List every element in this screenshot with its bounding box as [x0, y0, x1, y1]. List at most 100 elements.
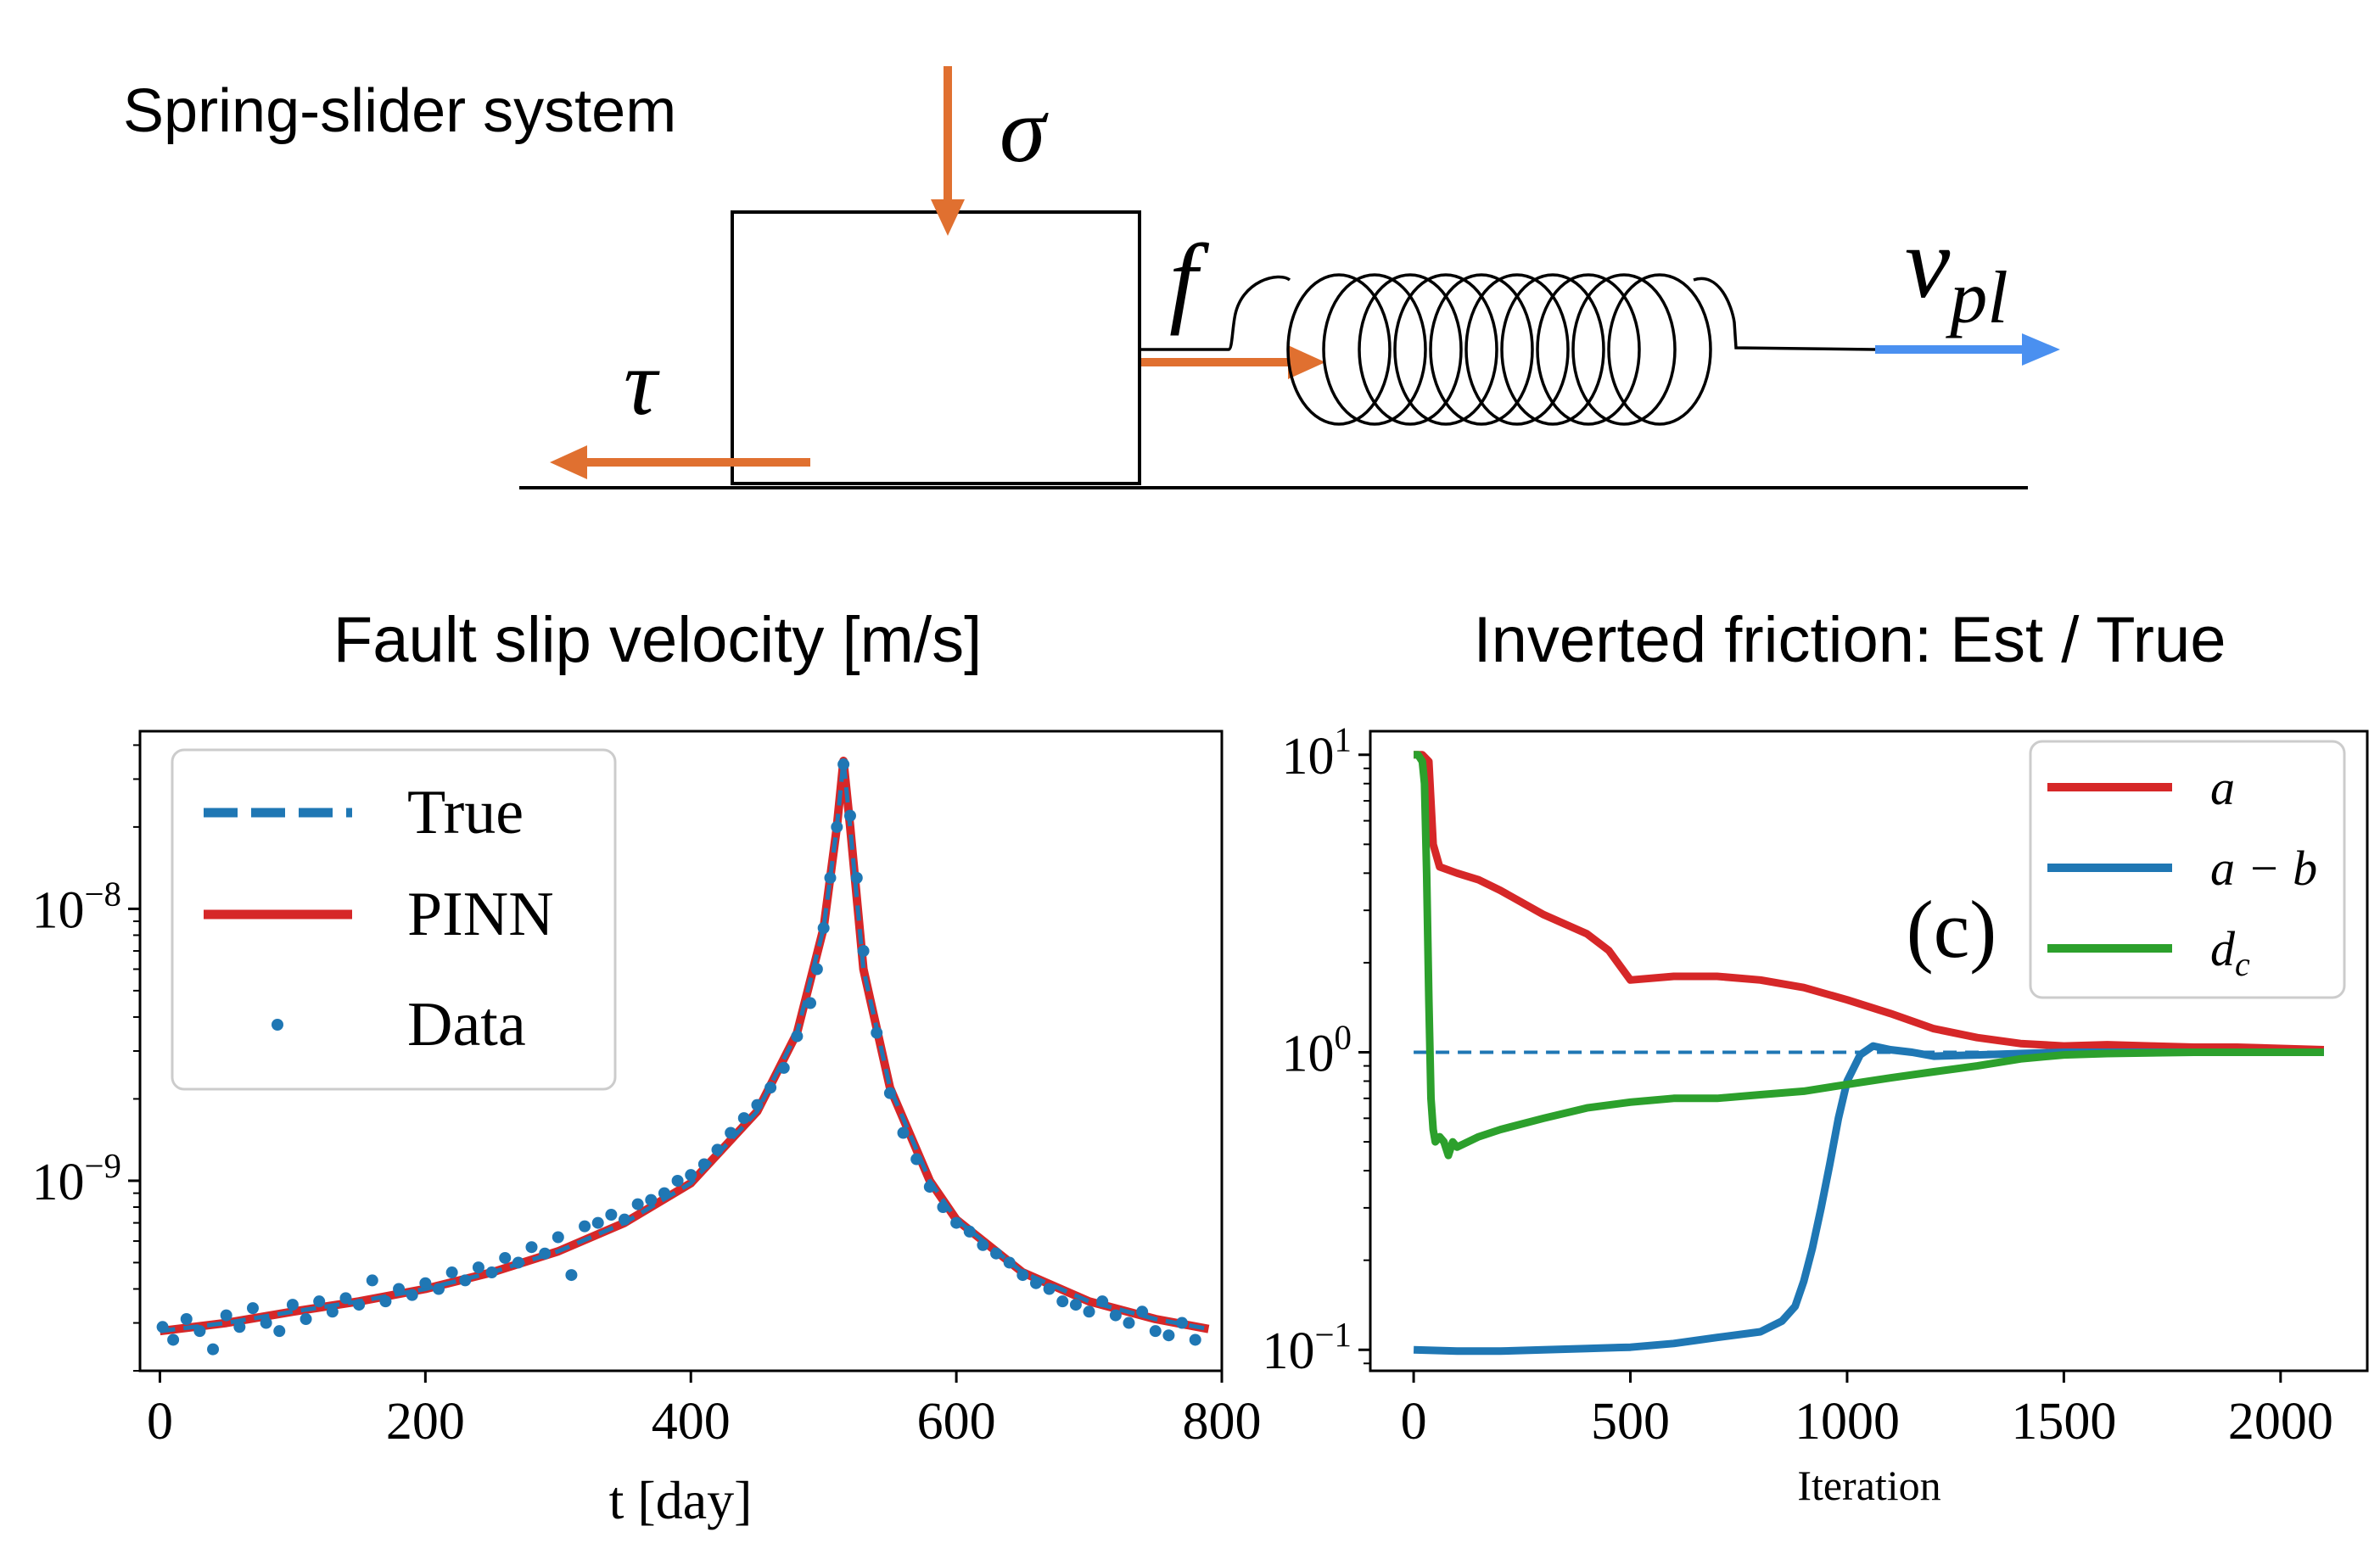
spring [1141, 273, 1876, 426]
legend-pinn-label: PINN [407, 880, 554, 949]
data-point [591, 1216, 604, 1229]
data-point [737, 1112, 750, 1125]
data-point [1096, 1295, 1109, 1308]
data-point [1003, 1256, 1016, 1269]
f-arrow [1141, 345, 1325, 379]
data-point [883, 1087, 896, 1099]
x-tick-label: 600 [917, 1393, 996, 1451]
data-point [777, 1061, 790, 1074]
chart1-legend: True PINN Data [171, 748, 617, 1091]
data-point [725, 1127, 737, 1139]
data-point [326, 1305, 339, 1318]
data-point [857, 945, 870, 958]
data-point [193, 1325, 206, 1338]
spring-loop [1571, 273, 1677, 426]
x-tick-label: 1500 [2011, 1393, 2116, 1451]
y-tick-label: 10−8 [31, 875, 121, 939]
data-point [167, 1333, 180, 1346]
spring-loop [1286, 273, 1392, 426]
data-point [871, 1026, 883, 1039]
chart2-title: Inverted friction: Est / True [1473, 604, 2226, 676]
data-point [645, 1194, 658, 1206]
data-point [246, 1302, 259, 1315]
data-point [512, 1256, 524, 1269]
data-point [1069, 1299, 1082, 1311]
x-tick-label: 0 [1401, 1393, 1427, 1451]
data-point [824, 871, 837, 884]
data-point [353, 1299, 366, 1311]
data-point [923, 1181, 936, 1194]
data-point [552, 1231, 564, 1244]
data-point [472, 1261, 484, 1274]
legend-dc-label: dc [2210, 921, 2250, 983]
data-point [1029, 1277, 1042, 1289]
chart2-axes: 0 500 1000 1500 2000 10−1 100 101 [1262, 721, 2332, 1451]
spring-slider-diagram: Spring-slider system σ τ f vpl [123, 66, 2060, 489]
data-point [300, 1312, 312, 1325]
data-point [1136, 1305, 1149, 1318]
data-point [485, 1266, 498, 1279]
chart2-series [1413, 751, 2325, 1356]
f-label: f [1169, 223, 1210, 336]
data-point [565, 1269, 578, 1282]
data-point [685, 1169, 697, 1182]
y-tick-label: 10−9 [31, 1147, 121, 1211]
chart-inverted-friction: Inverted friction: Est / True 0 500 1000 15… [1262, 604, 2369, 1509]
data-point [445, 1266, 458, 1279]
series-a-minus-b [1413, 1042, 2324, 1356]
data-point [697, 1158, 710, 1171]
series-a [1414, 751, 2325, 1054]
legend-true-label: True [407, 778, 524, 847]
data-point [810, 963, 823, 976]
spring-loop [1607, 273, 1712, 426]
series-true [160, 760, 1209, 1333]
x-tick-label: 0 [147, 1393, 173, 1451]
data-point [910, 1153, 923, 1166]
data-point [260, 1317, 272, 1329]
data-point [791, 1030, 804, 1043]
data-point [406, 1289, 418, 1301]
data-point [817, 922, 830, 935]
legend-ab-label: a − b [2210, 841, 2317, 896]
data-point [220, 1309, 232, 1322]
data-point [233, 1321, 246, 1333]
data-point [286, 1299, 299, 1311]
data-point [207, 1343, 220, 1356]
data-point [1162, 1329, 1175, 1342]
data-point [950, 1216, 963, 1229]
data-point [1016, 1269, 1029, 1282]
data-point [459, 1274, 472, 1287]
slider-block [731, 210, 1141, 485]
data-point [339, 1292, 352, 1305]
data-point [1189, 1333, 1201, 1346]
chart1-series [156, 757, 1210, 1356]
data-point [1083, 1305, 1095, 1318]
data-point [671, 1174, 684, 1187]
data-point [419, 1277, 432, 1289]
y-tick-label: 101 [1282, 721, 1352, 785]
data-point [499, 1251, 512, 1264]
vpl-label: vpl [1905, 206, 2008, 339]
spring-loop [1393, 273, 1498, 426]
sigma-label: σ [1000, 78, 1049, 182]
data-point [432, 1283, 445, 1295]
vpl-arrow [1875, 333, 2060, 366]
data-point [180, 1312, 193, 1325]
data-point [963, 1225, 976, 1238]
data-point [539, 1247, 552, 1260]
data-point [831, 820, 843, 833]
data-point [711, 1143, 724, 1156]
data-point [1056, 1295, 1069, 1308]
data-point [631, 1198, 644, 1210]
data-point [937, 1201, 949, 1214]
legend-data-label: Data [407, 990, 526, 1059]
spring-lead-left [1141, 275, 1291, 351]
chart1-xlabel: t [day] [609, 1470, 753, 1530]
tau-label: τ [624, 331, 660, 434]
spring-loop [1322, 273, 1427, 426]
data-point [1149, 1325, 1162, 1338]
data-point [977, 1238, 989, 1251]
x-tick-label: 2000 [2228, 1393, 2333, 1451]
data-point [366, 1274, 378, 1287]
